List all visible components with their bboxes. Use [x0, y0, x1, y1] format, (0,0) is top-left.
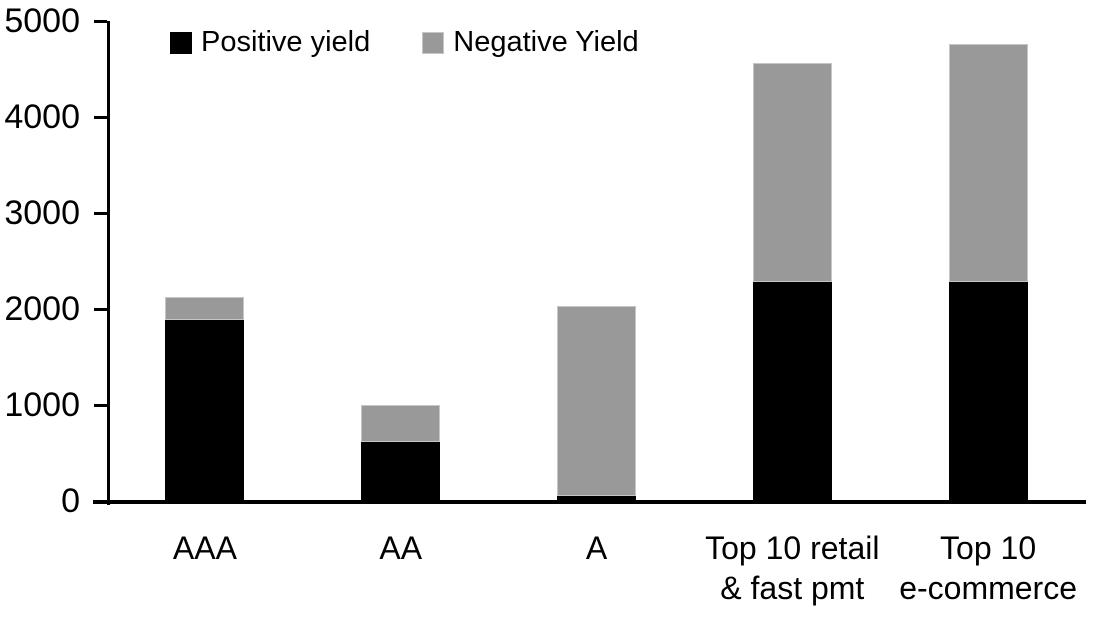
bar-segment-positive-yield-a [557, 496, 636, 501]
bar-segment-positive-yield-aa [361, 442, 441, 501]
x-category-label-line: & fast pmt [720, 570, 865, 606]
y-tick-label-4000: 4000 [4, 98, 80, 136]
bar-segment-positive-yield-top-10-e-commerce [948, 282, 1028, 501]
x-axis-line [93, 500, 1086, 504]
bar-segment-negative-yield-aa [361, 405, 441, 443]
y-tick-label-0: 0 [61, 482, 80, 520]
y-tick-label-2000: 2000 [4, 290, 80, 328]
x-category-label-top-10-e-commerce: Top 10 e-commerce [873, 528, 1102, 608]
y-tick-label-1000: 1000 [4, 386, 80, 424]
legend-item-positive-yield: Positive yield [170, 26, 422, 59]
legend-label-negative-yield: Negative Yield [453, 26, 639, 58]
x-category-label-line: e-commerce [899, 570, 1077, 606]
bar-segment-negative-yield-top-10-retail-fast-pmt [752, 63, 832, 283]
x-category-label-line: AA [379, 530, 423, 566]
x-category-label-line: AAA [172, 530, 237, 566]
legend: Positive yield Negative Yield [170, 26, 639, 59]
y-tick-mark-4000 [94, 116, 107, 119]
legend-item-negative-yield: Negative Yield [422, 26, 639, 59]
y-tick-mark-3000 [94, 212, 107, 215]
x-category-label-aa: AA [286, 528, 516, 568]
y-tick-mark-5000 [94, 20, 107, 23]
x-category-label-aaa: AAA [90, 528, 320, 568]
positive-yield-swatch-icon [170, 31, 192, 54]
y-tick-mark-1000 [94, 404, 107, 407]
x-category-label-a: A [482, 528, 712, 568]
y-axis-line [107, 21, 110, 505]
x-category-label-top-10-retail-fast-pmt: Top 10 retail & fast pmt [677, 528, 907, 608]
bar-segment-positive-yield-top-10-retail-fast-pmt [752, 282, 832, 501]
x-category-label-line: Top 10 [940, 530, 1037, 566]
bar-segment-negative-yield-aaa [165, 296, 245, 320]
x-category-label-line: A [585, 530, 608, 566]
y-tick-label-3000: 3000 [4, 194, 80, 232]
bar-segment-negative-yield-a [557, 306, 636, 497]
y-tick-label-5000: 5000 [4, 2, 80, 40]
y-tick-mark-2000 [94, 308, 107, 311]
x-category-label-line: Top 10 retail [705, 530, 880, 566]
negative-yield-swatch-icon [422, 31, 445, 54]
bar-segment-negative-yield-top-10-e-commerce [948, 44, 1028, 283]
bar-segment-positive-yield-aaa [165, 319, 245, 501]
legend-label-positive-yield: Positive yield [201, 26, 371, 58]
